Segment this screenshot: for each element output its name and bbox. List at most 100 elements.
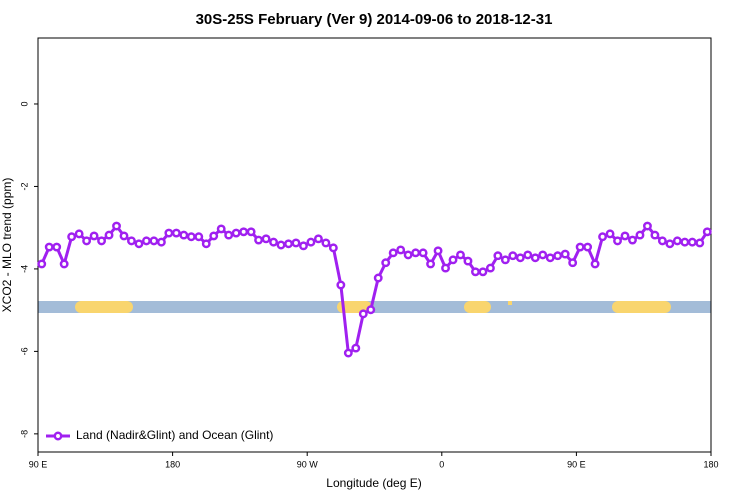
y-tick-label: -4 <box>19 265 29 273</box>
data-point <box>89 231 99 241</box>
data-point <box>583 242 593 252</box>
data-point <box>441 263 450 273</box>
data-point <box>186 232 196 242</box>
data-point <box>590 259 600 269</box>
y-tick-label: -8 <box>19 430 29 438</box>
data-point <box>635 230 645 240</box>
land-band <box>464 301 491 313</box>
data-point <box>82 236 92 246</box>
y-tick-label: -6 <box>19 347 29 355</box>
data-point <box>127 236 136 246</box>
x-tick-label: 90 W <box>297 459 319 469</box>
chart-title: 30S-25S February (Ver 9) 2014-09-06 to 2… <box>196 11 553 28</box>
data-point <box>44 242 54 252</box>
data-point <box>112 221 121 231</box>
data-point <box>269 237 278 247</box>
data-point <box>493 251 503 261</box>
data-point <box>672 236 682 246</box>
data-point <box>485 263 495 273</box>
data-point <box>545 253 555 263</box>
data-point <box>231 228 241 238</box>
data-point <box>134 239 144 249</box>
data-point <box>411 248 421 258</box>
data-point <box>351 343 361 353</box>
data-point <box>687 237 697 247</box>
data-point <box>156 237 166 247</box>
data-point <box>620 231 630 241</box>
x-tick-label: 180 <box>165 459 180 469</box>
data-point <box>568 258 578 268</box>
data-point <box>336 280 346 290</box>
data-point <box>209 231 219 241</box>
data-point <box>500 255 510 265</box>
x-axis-label: Longitude (deg E) <box>326 476 421 490</box>
data-point <box>695 238 705 248</box>
data-point <box>575 242 585 252</box>
data-point <box>104 230 114 240</box>
data-point <box>366 305 376 315</box>
data-point <box>276 240 286 250</box>
y-tick-label: -2 <box>19 182 29 190</box>
x-tick-label: 180 <box>703 459 718 469</box>
data-point <box>680 237 690 247</box>
data-point <box>471 267 480 277</box>
data-point <box>216 224 226 234</box>
data-point <box>657 236 667 246</box>
land-band <box>612 301 671 313</box>
x-tick-label: 90 E <box>567 459 586 469</box>
data-point <box>553 251 563 261</box>
data-point <box>141 236 151 246</box>
data-point <box>343 348 353 358</box>
data-point <box>605 229 615 239</box>
surface-band <box>38 301 711 313</box>
data-point <box>299 241 308 251</box>
data-point <box>164 228 174 238</box>
data-point <box>448 255 458 265</box>
data-point <box>530 253 540 263</box>
data-point <box>149 236 159 246</box>
data-point <box>194 232 204 242</box>
data-point <box>246 227 256 237</box>
data-point <box>313 234 323 244</box>
land-band <box>508 301 512 305</box>
data-point <box>261 234 271 244</box>
plot-frame <box>37 37 712 453</box>
data-point <box>388 248 398 258</box>
data-point <box>598 232 608 242</box>
x-tick-label: 90 E <box>29 459 48 469</box>
x-tick-label: 0 <box>439 459 444 469</box>
data-point <box>224 230 234 240</box>
data-point <box>538 250 548 260</box>
data-point <box>321 238 331 248</box>
data-point <box>37 259 47 269</box>
legend-marker <box>53 431 63 441</box>
data-point <box>358 309 368 319</box>
data-point <box>328 243 338 253</box>
data-point <box>67 232 77 242</box>
land-band <box>75 301 133 313</box>
data-point <box>59 259 69 269</box>
data-point <box>52 242 62 252</box>
data-point <box>171 228 181 238</box>
data-point <box>284 239 293 249</box>
data-point <box>403 250 413 260</box>
data-point <box>642 221 652 231</box>
y-tick-label: 0 <box>19 101 29 106</box>
ocean-band <box>38 301 711 313</box>
data-point <box>426 259 436 269</box>
data-point <box>381 258 391 268</box>
data-point <box>201 239 211 249</box>
data-point <box>97 236 107 246</box>
data-point <box>478 267 488 277</box>
data-point <box>560 249 570 259</box>
data-point <box>373 273 383 283</box>
data-point <box>650 230 660 240</box>
data-point <box>418 248 428 258</box>
data-point <box>665 239 675 249</box>
legend-label: Land (Nadir&Glint) and Ocean (Glint) <box>76 428 273 442</box>
data-point <box>463 256 473 266</box>
data-point <box>119 231 129 241</box>
y-axis-label: XCO2 - MLO trend (ppm) <box>0 178 14 313</box>
data-point <box>456 250 465 260</box>
